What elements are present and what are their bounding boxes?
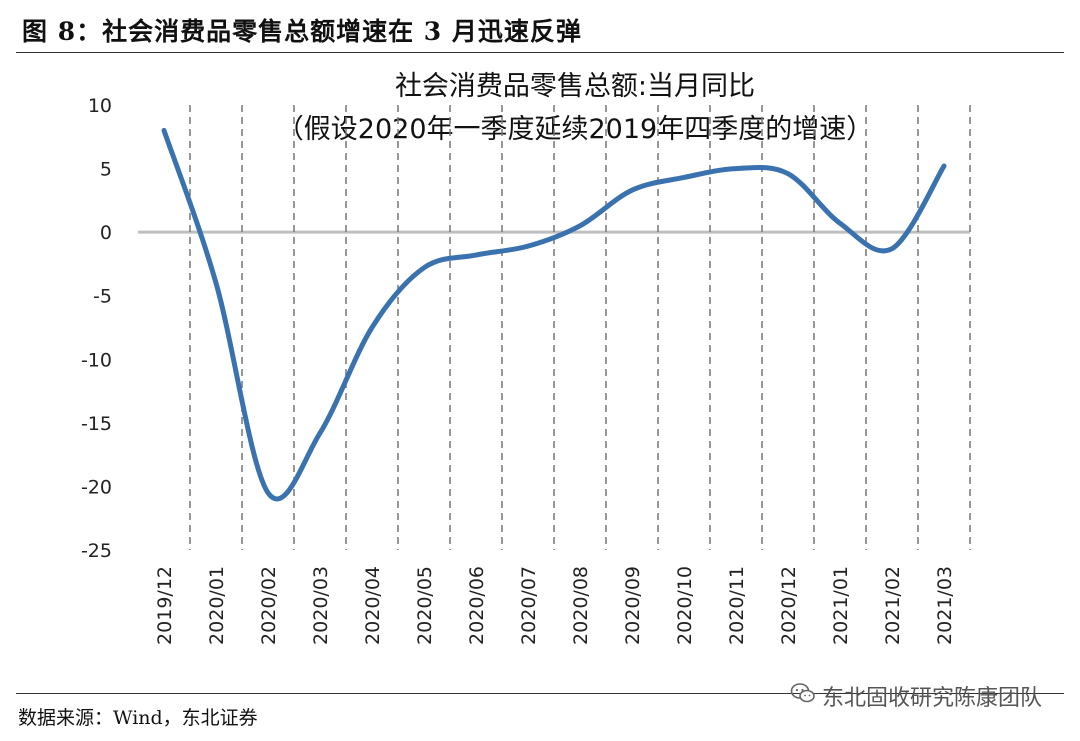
y-tick-label: -25 bbox=[81, 540, 112, 562]
top-rule bbox=[16, 52, 1064, 53]
y-tick-label: 10 bbox=[88, 95, 112, 117]
source-note: 数据来源：Wind，东北证券 bbox=[18, 707, 258, 729]
series-line bbox=[161, 127, 947, 502]
x-tick-label: 2020/11 bbox=[726, 566, 748, 645]
y-tick-label: -15 bbox=[81, 413, 112, 435]
figure-title: 图 8：社会消费品零售总额增速在 3 月迅速反弹 bbox=[22, 17, 582, 46]
grid-layer bbox=[138, 105, 971, 550]
chart-title: 社会消费品零售总额:当月同比 bbox=[395, 71, 755, 102]
x-tick-label: 2020/03 bbox=[310, 566, 332, 645]
x-tick-label: 2020/05 bbox=[414, 566, 436, 645]
x-tick-label: 2020/02 bbox=[258, 566, 280, 645]
y-tick-label: 5 bbox=[100, 159, 112, 181]
y-tick-label: -10 bbox=[81, 349, 112, 371]
x-tick-label: 2020/01 bbox=[206, 566, 228, 645]
x-tick-label: 2019/12 bbox=[154, 566, 176, 645]
x-tick-label: 2020/12 bbox=[778, 566, 800, 645]
watermark: 东北固收研究陈康团队 bbox=[790, 680, 1042, 712]
bottom-rule bbox=[16, 693, 1064, 694]
x-tick-label: 2021/03 bbox=[934, 566, 956, 645]
y-tick-label: -5 bbox=[93, 286, 112, 308]
chart-subtitle: （假设2020年一季度延续2019年四季度的增速） bbox=[277, 114, 873, 145]
x-tick-label: 2020/07 bbox=[518, 566, 540, 645]
x-tick-label: 2020/10 bbox=[674, 566, 696, 645]
x-tick-label: 2021/02 bbox=[882, 566, 904, 645]
x-tick-label: 2020/09 bbox=[622, 566, 644, 645]
y-axis: 10 5 0 -5 -10 -15 -20 -25 bbox=[81, 95, 112, 562]
y-tick-label: -20 bbox=[81, 476, 112, 498]
x-tick-label: 2021/01 bbox=[830, 566, 852, 645]
x-tick-label: 2020/06 bbox=[466, 566, 488, 645]
wechat-icon bbox=[790, 682, 816, 710]
y-tick-label: 0 bbox=[100, 222, 112, 244]
watermark-text: 东北固收研究陈康团队 bbox=[821, 686, 1042, 711]
line-chart: 社会消费品零售总额:当月同比 （假设2020年一季度延续2019年四季度的增速）… bbox=[81, 71, 971, 645]
x-tick-label: 2020/04 bbox=[362, 566, 384, 645]
x-axis: 2019/12 2020/01 2020/02 2020/03 2020/04 2020/… bbox=[154, 566, 956, 645]
x-tick-label: 2020/08 bbox=[570, 566, 592, 645]
